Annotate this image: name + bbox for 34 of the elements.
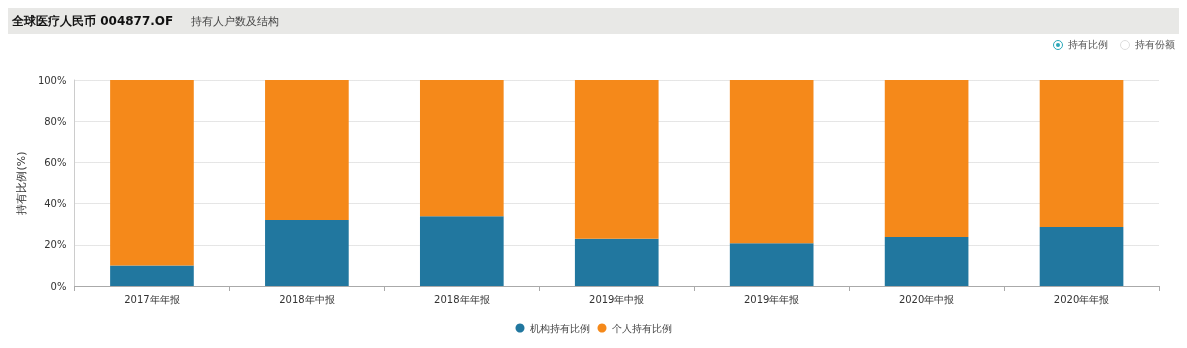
- y-tick-label: 60%: [44, 156, 67, 168]
- bar: [729, 243, 814, 286]
- bar: [884, 80, 969, 237]
- y-tick-label: 20%: [44, 239, 67, 251]
- y-tick-label: 40%: [44, 198, 67, 210]
- x-tick-label: 2018年年报: [434, 293, 490, 305]
- bar: [110, 80, 194, 266]
- bar: [265, 80, 349, 221]
- y-axis-title: 持有比例(%): [15, 151, 28, 215]
- bar: [574, 238, 659, 286]
- chart-title: 全球医疗人民币 004877.OF: [12, 12, 174, 30]
- bar: [884, 236, 969, 286]
- x-tick-label: 2020年中报: [898, 293, 955, 305]
- text: 持有份额: [1135, 38, 1175, 52]
- bar: [419, 80, 504, 217]
- y-tick-label: 0%: [50, 280, 67, 292]
- bar: [574, 80, 659, 239]
- bar: [729, 80, 814, 244]
- text: 持有比例: [1068, 38, 1108, 52]
- x-tick-label: 2018年中报: [279, 293, 335, 305]
- bar: [1039, 227, 1124, 286]
- bar: [1039, 80, 1124, 228]
- x-tick-label: 2019年年报: [743, 293, 800, 305]
- bar: [110, 265, 194, 286]
- bar: [265, 220, 349, 286]
- bar: [419, 216, 504, 286]
- x-tick-label: 2020年年报: [1053, 293, 1110, 305]
- y-tick-label: 100%: [37, 74, 67, 86]
- legend-label: 个人持有比例: [611, 322, 672, 334]
- legend-label: 机构持有比例: [529, 322, 590, 334]
- x-tick-label: 2019年中报: [589, 293, 645, 305]
- y-tick-label: 80%: [44, 115, 67, 127]
- chart-subtitle: 持有人户数及结构: [191, 13, 280, 29]
- x-tick-label: 2017年年报: [124, 293, 180, 305]
